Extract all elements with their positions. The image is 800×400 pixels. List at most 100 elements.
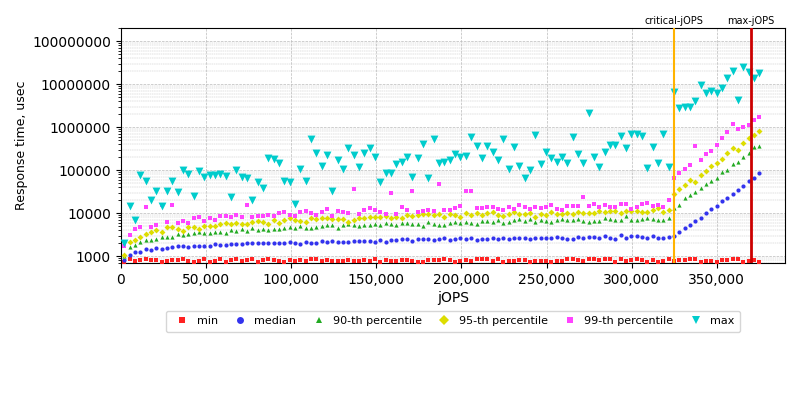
Point [299, 178, 312, 184]
Point [475, 155, 488, 161]
Point [641, 165, 654, 172]
Point [422, 211, 435, 217]
Point [257, 184, 270, 191]
Point [214, 229, 226, 235]
Point [443, 237, 456, 244]
Point [267, 212, 280, 219]
Point [134, 248, 146, 255]
Point [470, 220, 483, 227]
Point [449, 205, 462, 211]
Point [571, 215, 584, 222]
Point [246, 256, 258, 262]
Point [737, 64, 750, 70]
Point [662, 234, 675, 240]
Point [523, 209, 536, 216]
Point [694, 215, 707, 221]
Point [534, 258, 547, 264]
Point [454, 258, 467, 264]
Point [625, 257, 638, 264]
Point [187, 243, 200, 249]
Point [299, 208, 312, 214]
Point [225, 241, 238, 247]
Point [705, 88, 718, 94]
Point [571, 234, 584, 240]
Point [353, 214, 366, 221]
Point [374, 178, 387, 185]
Point [700, 210, 713, 216]
Point [134, 224, 146, 230]
Point [395, 204, 408, 210]
Point [299, 258, 312, 264]
Point [491, 256, 504, 262]
Point [347, 258, 360, 264]
Point [721, 167, 734, 173]
Point [315, 215, 328, 222]
Point [555, 234, 568, 241]
Point [267, 217, 280, 224]
Point [166, 244, 178, 251]
Point [513, 211, 526, 217]
Point [753, 258, 766, 265]
Point [411, 209, 424, 215]
Point [342, 221, 354, 227]
Point [305, 136, 318, 142]
Point [566, 235, 579, 242]
Point [486, 218, 499, 225]
Point [433, 160, 446, 166]
Point [662, 207, 675, 213]
Point [561, 202, 574, 209]
Point [161, 188, 174, 194]
Point [619, 201, 632, 207]
Point [737, 124, 750, 130]
Point [257, 212, 270, 219]
Point [139, 178, 152, 184]
Point [459, 236, 472, 243]
Point [481, 218, 494, 224]
Point [267, 226, 280, 232]
Point [257, 239, 270, 246]
Point [609, 259, 622, 265]
Point [652, 160, 665, 166]
Legend: min, median, 90-th percentile, 95-th percentile, 99-th percentile, max: min, median, 90-th percentile, 95-th per… [166, 311, 740, 332]
Point [689, 178, 702, 185]
Point [161, 219, 174, 225]
Point [171, 243, 184, 250]
Point [139, 204, 152, 210]
Point [401, 207, 414, 214]
Point [534, 204, 547, 211]
Point [625, 233, 638, 240]
Point [577, 257, 590, 264]
Point [566, 134, 579, 140]
Point [326, 212, 338, 219]
Point [374, 237, 387, 244]
Point [748, 257, 761, 263]
Point [502, 204, 515, 210]
Point [737, 183, 750, 189]
Point [481, 204, 494, 210]
Point [369, 214, 382, 220]
Point [395, 220, 408, 226]
Point [166, 234, 178, 240]
Point [684, 162, 697, 168]
Point [619, 208, 632, 214]
Point [486, 148, 499, 155]
Point [123, 239, 136, 246]
Point [689, 143, 702, 150]
Point [273, 240, 286, 246]
Point [177, 256, 190, 262]
Point [289, 240, 302, 246]
Point [657, 204, 670, 210]
Point [219, 173, 232, 179]
Point [251, 179, 264, 186]
Point [507, 257, 520, 264]
Point [299, 218, 312, 225]
Point [534, 161, 547, 168]
Point [737, 259, 750, 265]
Point [262, 211, 274, 218]
Point [155, 202, 168, 208]
Point [721, 129, 734, 136]
Point [353, 222, 366, 229]
Point [539, 212, 552, 218]
Point [753, 128, 766, 134]
Point [315, 162, 328, 169]
